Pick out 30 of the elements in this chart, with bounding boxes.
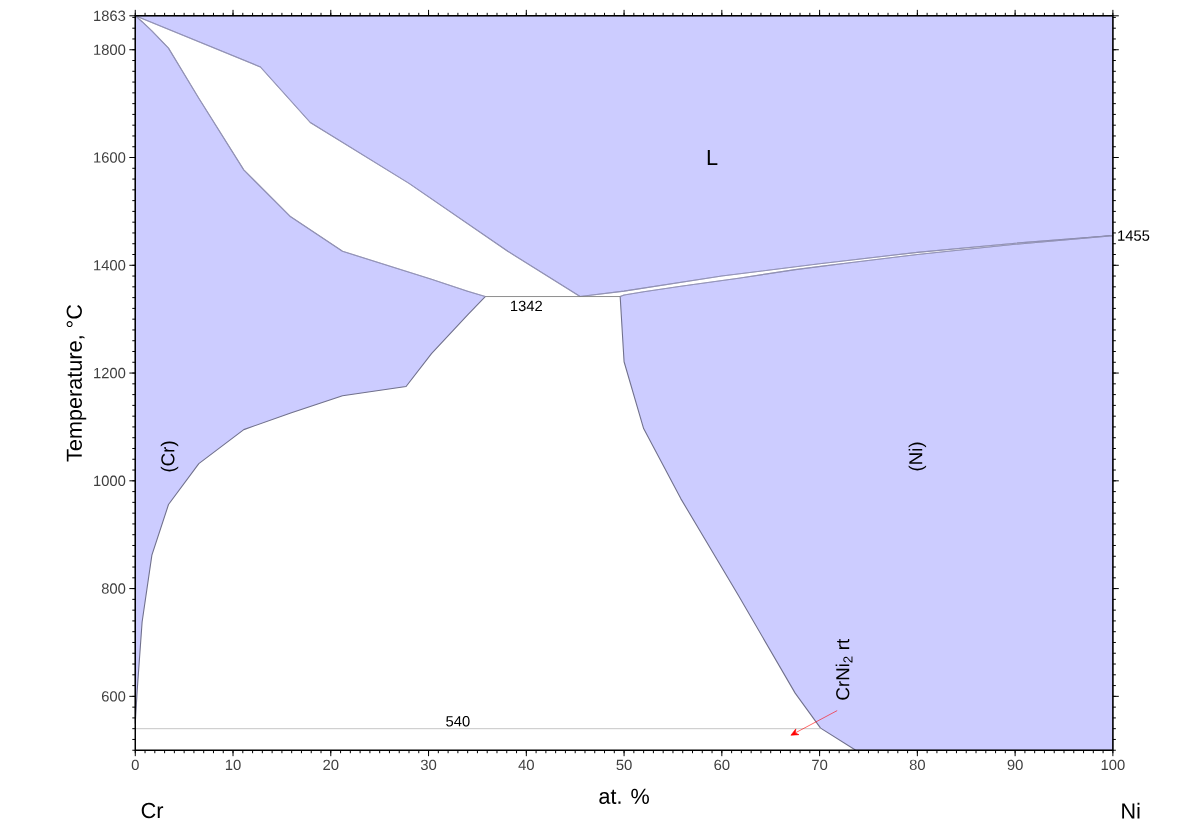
y-tick-label: 1863 xyxy=(94,10,126,21)
y-tick-label: 1600 xyxy=(94,152,126,163)
y-tick-label: 1200 xyxy=(94,367,126,379)
x-tick-label: 30 xyxy=(420,759,437,770)
text: Cr xyxy=(141,802,164,819)
x-tick-label: 60 xyxy=(714,759,730,770)
y-tick-label: 1000 xyxy=(94,475,126,486)
annotation: 540 xyxy=(446,715,470,727)
annotation: 1342 xyxy=(511,300,542,312)
y-tick-label: 800 xyxy=(101,583,126,594)
x-tick-label: 50 xyxy=(616,759,632,770)
x-tick-label: 90 xyxy=(1007,759,1023,770)
x-axis-title: at. % xyxy=(599,788,649,804)
x-tick-label: 70 xyxy=(812,759,828,770)
annotation: (Ni) xyxy=(908,442,927,471)
annotation: 1455 xyxy=(1118,230,1150,241)
annotation: (Cr) xyxy=(160,441,179,472)
annotation: L xyxy=(707,149,718,165)
y-tick-label: 1800 xyxy=(94,44,126,55)
y-axis-title: Temperature, °C xyxy=(66,304,87,462)
x-tick-label: 100 xyxy=(1101,759,1125,770)
x-tick-label: 80 xyxy=(909,759,925,770)
annotation: CrNi$_{2}$ rt xyxy=(835,638,853,700)
x-tick-label: 20 xyxy=(323,759,339,770)
text: Ni xyxy=(1122,802,1140,819)
x-tick-label: 40 xyxy=(518,759,534,770)
x-tick-label: 10 xyxy=(225,759,241,770)
y-tick-label: 600 xyxy=(101,691,126,702)
y-tick-label: 1400 xyxy=(94,259,126,271)
x-tick-label: 0 xyxy=(131,759,139,770)
